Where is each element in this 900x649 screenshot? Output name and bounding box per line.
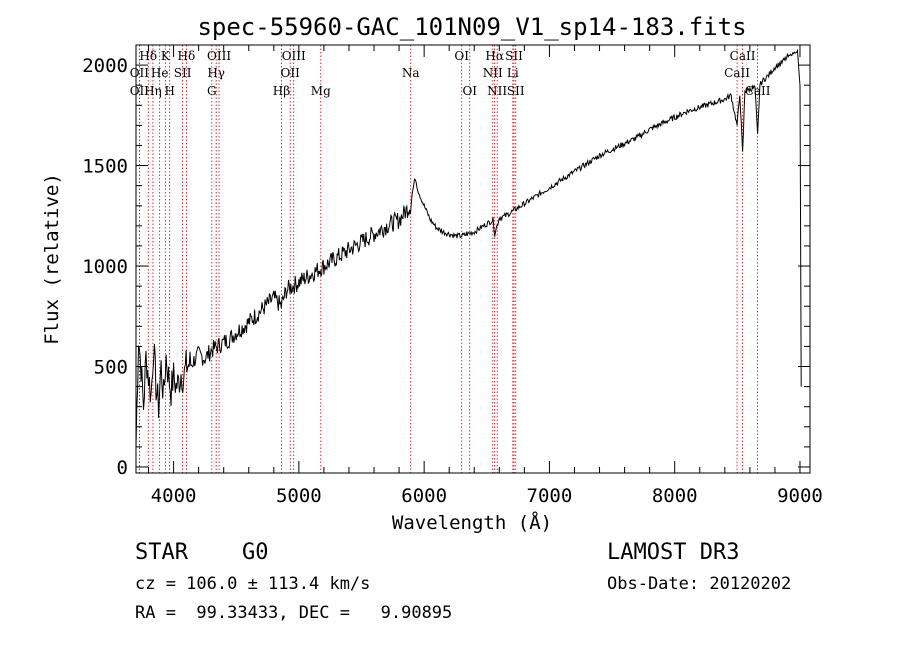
spectral-line-label: He (151, 66, 169, 80)
x-tick-label: 5000 (276, 485, 322, 507)
spectral-line-label: OIII (282, 49, 306, 63)
spectral-line-label: Li (507, 66, 519, 80)
spectral-line-label: OI (454, 49, 469, 63)
spectral-line-label: Hδ (178, 49, 196, 63)
x-tick-label: 7000 (527, 485, 573, 507)
y-tick-label: 1000 (82, 256, 128, 278)
x-tick-label: 8000 (652, 485, 698, 507)
spectral-line-label: CaII (745, 84, 771, 98)
y-tick-label: 500 (94, 357, 128, 379)
spectral-line-label: Mg (311, 84, 331, 98)
spectral-line-label: CaII (724, 66, 750, 80)
spectral-line-label: OIII (207, 49, 231, 63)
spectral-line-label: SII (174, 66, 192, 80)
spectral-line-label: SII (505, 49, 523, 63)
plot-frame (135, 44, 811, 474)
subclass: G0 (242, 540, 269, 565)
spectral-line-label: K (161, 49, 171, 63)
spectral-line-label: SII (507, 84, 525, 98)
redshift-text: cz = 106.0 ± 113.4 km/s (135, 574, 371, 594)
spectral-line-label: Hβ (273, 84, 290, 98)
x-tick-label: 9000 (777, 485, 823, 507)
coordinates-text: RA = 99.33433, DEC = 9.90895 (135, 603, 453, 623)
spectral-line-label: NII (487, 84, 507, 98)
object-class: STAR (135, 540, 188, 565)
y-axis-label: Flux (relative) (41, 173, 63, 345)
spectral-line-markers (138, 45, 759, 473)
spectral-line-label: Hη (144, 84, 162, 98)
spectral-line-label: H (164, 84, 174, 98)
spectral-line-label: NII (483, 66, 503, 80)
y-tick-label: 2000 (82, 55, 128, 77)
spectrum-data (135, 48, 802, 448)
spectrum-line (135, 48, 802, 448)
x-tick-label: 6000 (401, 485, 447, 507)
y-tick-label: 1500 (82, 156, 128, 178)
axis-ticks: 4000 5000 6000 7000 8000 9000 0 500 1000 1500 2000 (82, 45, 823, 507)
y-tick-label: 0 (117, 457, 128, 479)
spectral-line-label: OII (130, 66, 150, 80)
spectral-line-label: OI (462, 84, 477, 98)
spectral-line-label: Hα (485, 49, 504, 63)
spectral-line-label: Na (402, 66, 420, 80)
survey-name: LAMOST DR3 (607, 540, 740, 565)
spectral-line-label: G (207, 84, 217, 98)
chart-title: spec-55960-GAC_101N09_V1_sp14-183.fits (197, 13, 746, 41)
spectral-line-label: OII (130, 84, 150, 98)
obs-date: Obs-Date: 20120202 (607, 574, 792, 594)
x-axis-label: Wavelength (Å) (392, 511, 552, 534)
spectral-line-label: OII (281, 66, 301, 80)
x-tick-label: 4000 (151, 485, 197, 507)
spectral-line-label: Hδ (139, 49, 157, 63)
spectral-line-label: Hγ (207, 66, 225, 80)
spectral-line-label: CaII (730, 49, 756, 63)
